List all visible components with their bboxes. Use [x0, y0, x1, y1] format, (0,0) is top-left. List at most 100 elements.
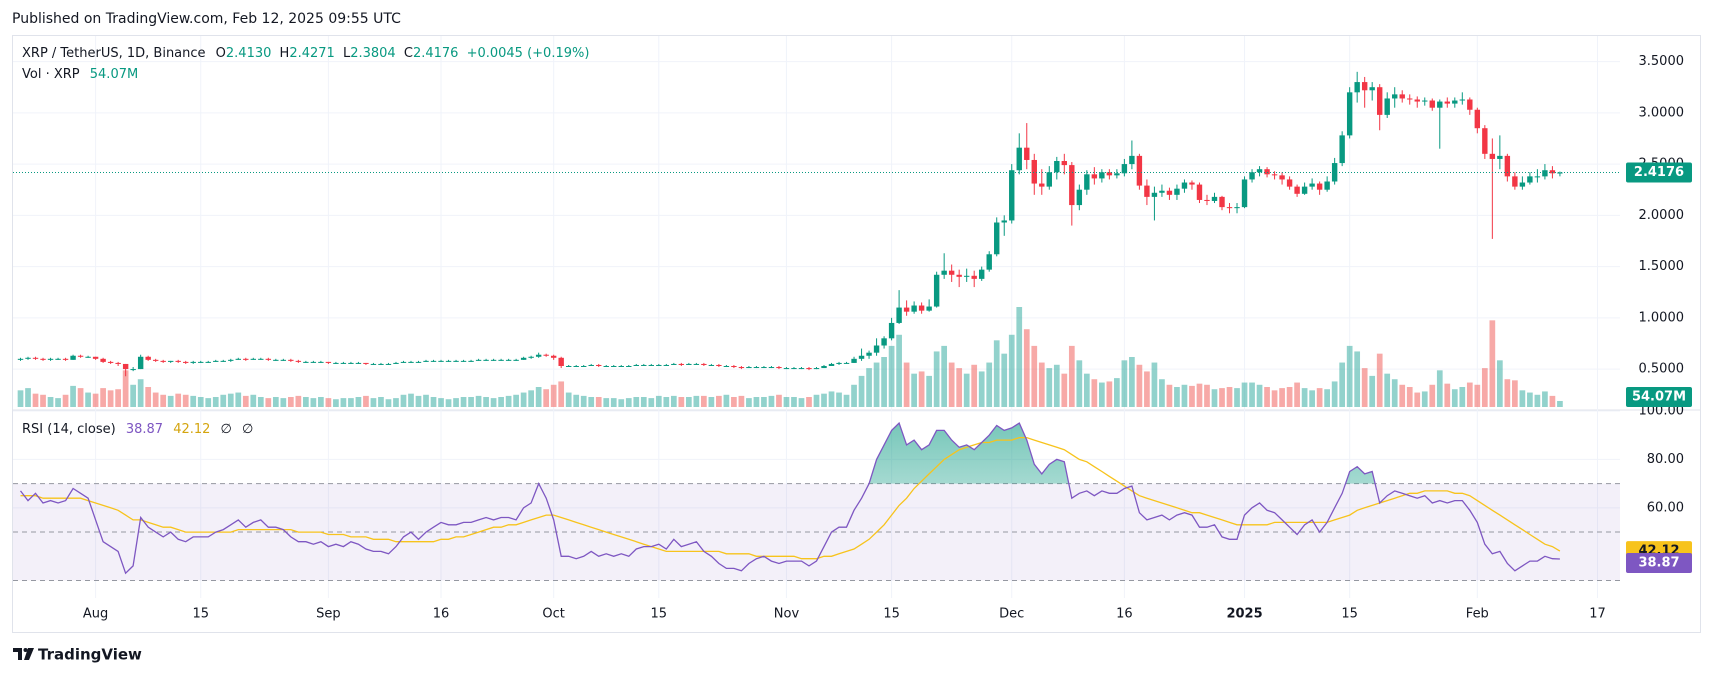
volume-bar — [813, 394, 820, 407]
volume-bar — [408, 393, 414, 407]
volume-bar — [1099, 382, 1105, 407]
volume-bar — [85, 392, 91, 407]
candle-body — [1542, 170, 1548, 177]
candle-body — [1144, 185, 1150, 197]
candle-body — [1091, 174, 1098, 179]
candle-body — [994, 222, 1000, 255]
volume-bar — [1091, 379, 1098, 407]
volume-bar — [806, 397, 812, 407]
volume-bar — [851, 384, 857, 407]
volume-bar — [1219, 388, 1225, 407]
volume-bar — [340, 398, 347, 407]
volume-bar — [62, 394, 69, 407]
volume-bar — [1376, 353, 1383, 407]
candle-body — [483, 359, 489, 361]
volume-bar — [1106, 381, 1113, 407]
volume-bar — [670, 395, 677, 407]
volume-bar — [1346, 345, 1353, 407]
volume-bar — [505, 395, 512, 407]
volume-bar — [1557, 400, 1563, 407]
candle-body — [723, 366, 730, 367]
rsi-value: 38.87 — [126, 422, 163, 437]
candle-body — [1234, 207, 1240, 209]
volume-bar — [130, 384, 137, 407]
candle-body — [678, 363, 685, 365]
volume-legend: Vol · XRP 54.07M — [22, 67, 138, 82]
volume-bar — [1046, 368, 1053, 407]
volume-bar — [918, 371, 925, 407]
candle-body — [363, 362, 369, 364]
volume-bar — [986, 362, 993, 407]
volume-bar — [40, 394, 46, 407]
candle-body — [370, 363, 377, 365]
volume-bar — [1053, 364, 1060, 407]
x-tick-label: 15 — [883, 607, 900, 622]
volume-bar — [1451, 389, 1458, 407]
x-tick-label: 16 — [433, 607, 450, 622]
x-tick-label: 15 — [1341, 607, 1358, 622]
candle-body — [1054, 161, 1060, 173]
candle-body — [453, 360, 459, 362]
volume-bar — [460, 397, 467, 407]
volume-bar — [325, 398, 332, 407]
volume-bar — [385, 399, 392, 407]
candle-body — [175, 360, 181, 362]
volume-bar — [348, 398, 354, 407]
ohlc-value: 2.3804 — [350, 46, 396, 61]
volume-bar — [1144, 371, 1150, 407]
candle-body — [1474, 109, 1481, 129]
volume-bar — [618, 399, 625, 407]
volume-bar — [1309, 390, 1315, 407]
candle-body — [588, 364, 594, 366]
candle-body — [438, 360, 444, 362]
candle-body — [430, 360, 437, 362]
volume-bar — [17, 390, 24, 407]
ohlc-value: 2.4176 — [413, 46, 459, 61]
volume-bar — [1466, 382, 1473, 407]
volume-bar — [933, 351, 940, 407]
volume-bar — [1406, 387, 1413, 407]
candle-body — [1422, 100, 1428, 102]
volume-bar — [911, 373, 917, 407]
candle-body — [1519, 182, 1526, 187]
candle-body — [701, 363, 707, 365]
candle-body — [393, 362, 399, 364]
volume-bar — [1542, 391, 1548, 407]
volume-bar — [565, 392, 572, 407]
volume-bar — [1159, 379, 1165, 407]
volume-bar — [250, 394, 257, 407]
candle-body — [1241, 179, 1248, 208]
candle-body — [633, 364, 639, 366]
volume-bar — [145, 387, 152, 407]
candle-body — [918, 305, 925, 311]
candle-body — [1001, 220, 1007, 223]
candle-body — [1226, 207, 1233, 209]
volume-bar — [663, 397, 670, 407]
candle-body — [1339, 135, 1345, 164]
candle-body — [85, 356, 91, 358]
volume-bar — [1496, 360, 1503, 407]
candle-body — [47, 358, 54, 360]
volume-bar — [543, 389, 550, 407]
candle-body — [873, 345, 880, 353]
volume-bar — [1264, 387, 1270, 407]
ohlc-field: H — [280, 46, 290, 61]
candle-body — [1346, 92, 1353, 136]
candle-body — [550, 355, 557, 358]
volume-bar — [603, 398, 610, 407]
volume-bar — [798, 398, 805, 407]
candle-body — [1361, 82, 1368, 91]
candle-body — [1467, 99, 1473, 110]
volume-bar — [1391, 379, 1398, 407]
rsi-tick-label: 60.00 — [1647, 500, 1684, 515]
candle-body — [1106, 172, 1113, 176]
volume-bar — [588, 397, 595, 407]
brand-name: TradingView — [38, 646, 142, 664]
volume-bar — [903, 362, 910, 407]
volume-bar — [828, 391, 835, 407]
candle-body — [475, 359, 482, 361]
y-tick-label: 0.5000 — [1639, 362, 1685, 377]
volume-bar — [693, 395, 700, 407]
candle-body — [205, 361, 211, 363]
change: +0.0045 (+0.19%) — [467, 46, 590, 61]
